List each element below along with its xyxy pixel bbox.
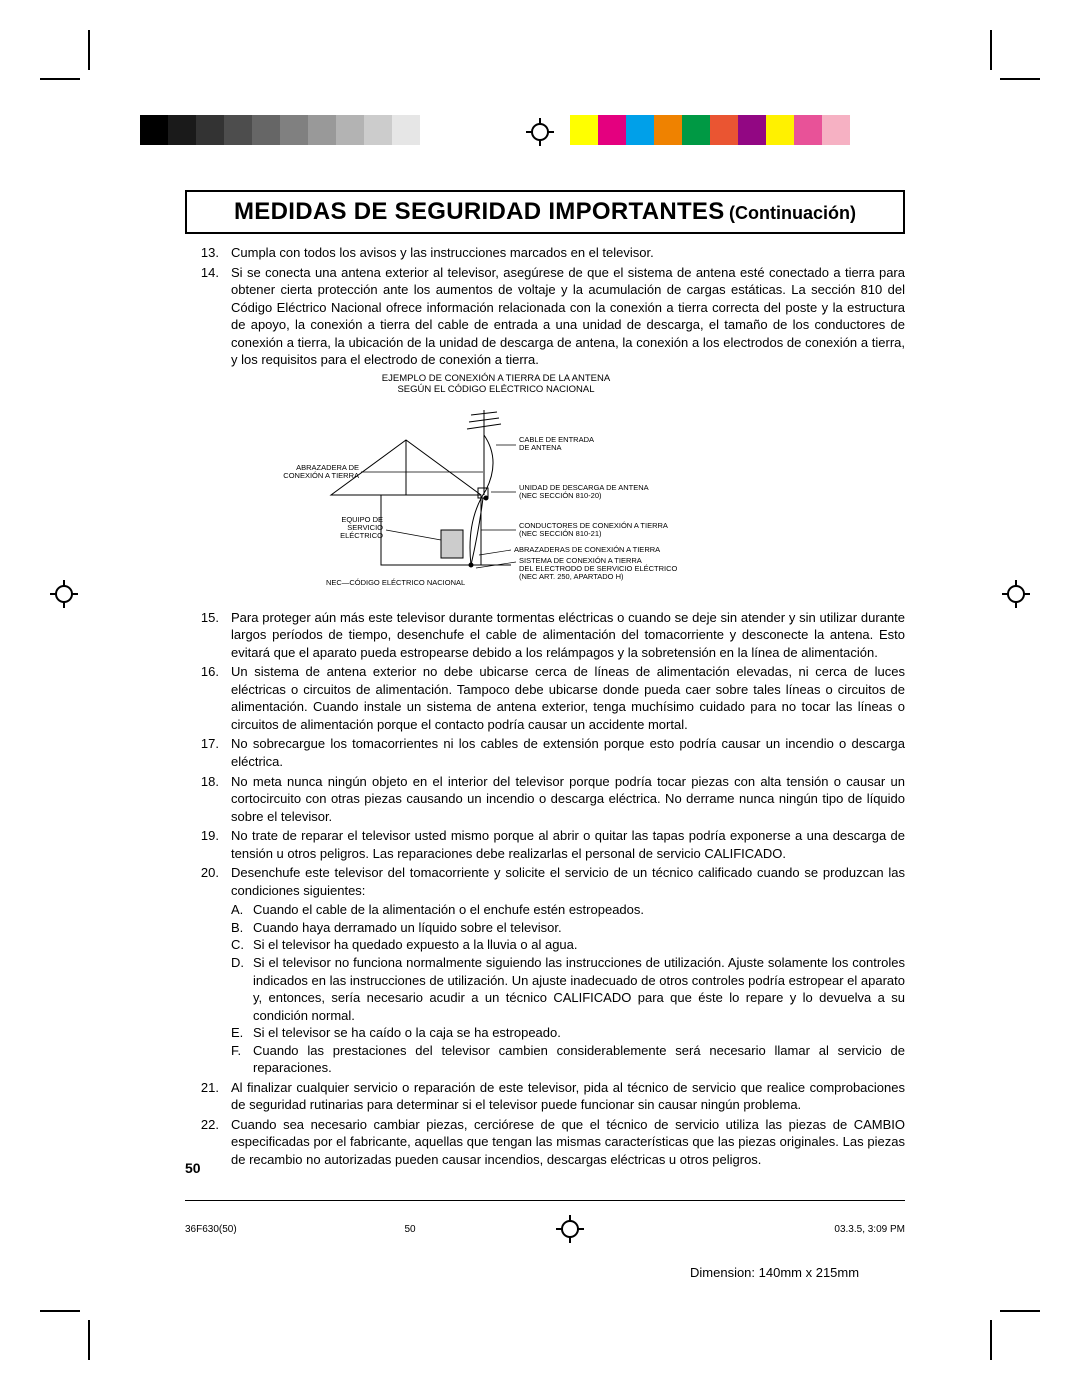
crop-mark [40,1310,80,1312]
crop-mark [990,30,992,70]
sub-list-item: E.Si el televisor se ha caído o la caja … [231,1024,905,1042]
list-item: 19.No trate de reparar el televisor uste… [185,827,905,862]
svg-text:NEC—CÓDIGO ELÉCTRICO NACIONAL: NEC—CÓDIGO ELÉCTRICO NACIONAL [326,578,465,587]
crop-mark [1000,78,1040,80]
page-number-margin: 50 [185,1160,201,1176]
list-item: 17.No sobrecargue los tomacorrientes ni … [185,735,905,770]
antenna-grounding-diagram: ABRAZADERA DECONEXIÓN A TIERRA EQUIPO DE… [231,400,761,600]
page-title: MEDIDAS DE SEGURIDAD IMPORTANTES [234,198,725,225]
registration-mark-icon [1002,580,1030,608]
page-title-box: MEDIDAS DE SEGURIDAD IMPORTANTES (Contin… [185,190,905,234]
svg-text:CONDUCTORES DE CONEXIÓN A TIER: CONDUCTORES DE CONEXIÓN A TIERRA(NEC SEC… [519,521,668,538]
footer: 36F630(50) 50 03.3.5, 3:09 PM [185,1215,905,1243]
safety-list: 13.Cumpla con todos los avisos y las ins… [185,244,905,369]
registration-mark-icon [526,118,554,146]
list-item: 18.No meta nunca ningún objeto en el int… [185,773,905,826]
svg-text:ABRAZADERAS DE CONEXIÓN A TIER: ABRAZADERAS DE CONEXIÓN A TIERRA [514,545,660,554]
sub-list-item: A.Cuando el cable de la alimentación o e… [231,901,905,919]
safety-list-cont2: 21.Al finalizar cualquier servicio o rep… [185,1079,905,1169]
sub-list-item: F.Cuando las prestaciones del televisor … [231,1042,905,1077]
crop-mark [990,1320,992,1360]
footer-doc: 36F630(50) [185,1224,385,1235]
list-item: 22.Cuando sea necesario cambiar piezas, … [185,1116,905,1169]
svg-text:SISTEMA DE CONEXIÓN A TIERRADE: SISTEMA DE CONEXIÓN A TIERRADEL ELECTROD… [519,556,678,581]
list-item: 21.Al finalizar cualquier servicio o rep… [185,1079,905,1114]
color-calibration-bar [570,115,850,145]
svg-text:UNIDAD DE DESCARGA DE ANTENA(N: UNIDAD DE DESCARGA DE ANTENA(NEC SECCIÓN… [519,483,649,500]
footer-page: 50 [385,1224,435,1235]
list-item: 16.Un sistema de antena exterior no debe… [185,663,905,733]
footer-reg-mark [435,1215,705,1243]
crop-mark [88,30,90,70]
list-item: 13.Cumpla con todos los avisos y las ins… [185,244,905,262]
list-item: 14.Si se conecta una antena exterior al … [185,264,905,369]
footer-rule [185,1200,905,1201]
svg-text:CABLE DE ENTRADADE ANTENA: CABLE DE ENTRADADE ANTENA [519,435,594,452]
grayscale-bar [140,115,420,145]
crop-mark [40,78,80,80]
sub-list-item: B.Cuando haya derramado un líquido sobre… [231,919,905,937]
crop-mark [88,1320,90,1360]
antenna-diagram: EJEMPLO DE CONEXIÓN A TIERRA DE LA ANTEN… [231,373,761,605]
safety-list-cont: 15.Para proteger aún más este televisor … [185,609,905,900]
svg-text:EQUIPO DESERVICIOELÉCTRICO: EQUIPO DESERVICIOELÉCTRICO [340,515,383,540]
sub-list-item: C.Si el televisor ha quedado expuesto a … [231,936,905,954]
safety-sublist: A.Cuando el cable de la alimentación o e… [185,901,905,1076]
list-item: 20.Desenchufe este televisor del tomacor… [185,864,905,899]
page-content: MEDIDAS DE SEGURIDAD IMPORTANTES (Contin… [185,190,905,1171]
footer-date: 03.3.5, 3:09 PM [705,1224,905,1235]
sub-list-item: D.Si el televisor no funciona normalment… [231,954,905,1024]
diagram-caption: EJEMPLO DE CONEXIÓN A TIERRA DE LA ANTEN… [231,373,761,396]
dimension-text: Dimension: 140mm x 215mm [690,1265,859,1280]
registration-mark-icon [50,580,78,608]
list-item: 15.Para proteger aún más este televisor … [185,609,905,662]
svg-text:ABRAZADERA DECONEXIÓN A TIERRA: ABRAZADERA DECONEXIÓN A TIERRA [283,463,359,480]
crop-mark [1000,1310,1040,1312]
page-subtitle: (Continuación) [729,203,856,223]
